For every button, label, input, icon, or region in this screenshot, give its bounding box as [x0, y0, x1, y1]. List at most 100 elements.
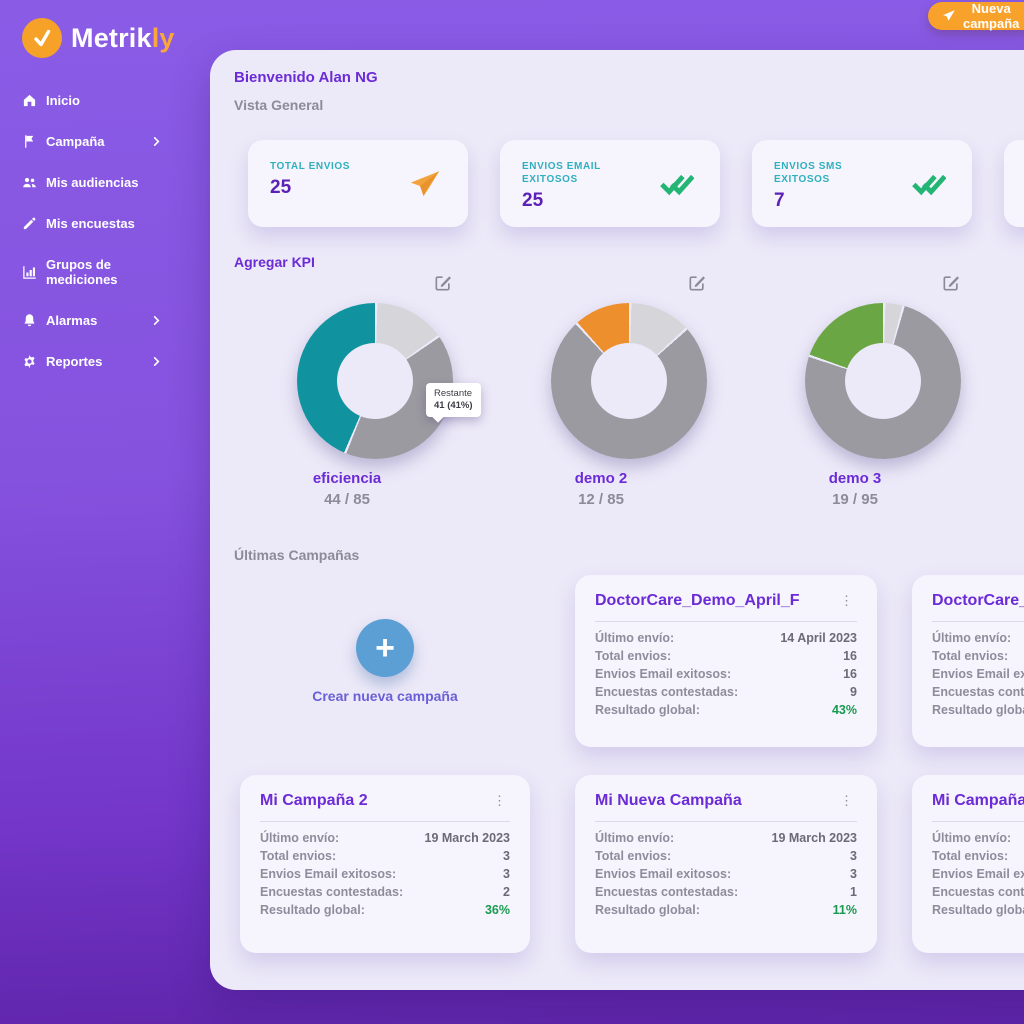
edit-kpi-icon[interactable]	[433, 273, 453, 293]
campaign-stat-label: Encuestas contestadas:	[595, 685, 739, 699]
chart-value: 44 / 85	[324, 491, 370, 508]
sidebar-item-reportes[interactable]: Reportes	[0, 341, 210, 382]
edit-kpi-icon[interactable]	[941, 273, 961, 293]
campaign-stat-label: Envios Email exitosos:	[595, 667, 732, 681]
campaign-stat-label: Último envío:	[932, 631, 1012, 645]
donut-chart[interactable]	[297, 303, 453, 459]
users-icon	[22, 175, 37, 190]
sidebar-item-alarmas[interactable]: Alarmas	[0, 300, 210, 341]
chart-title: eficiencia	[312, 470, 382, 487]
chart-caption: eficiencia 44 / 85	[269, 470, 425, 508]
campaign-result-value: 36%	[484, 903, 510, 917]
campaign-stat-label: Resultado global:	[595, 903, 700, 917]
sidebar-item-label: Alarmas	[46, 313, 98, 328]
divider	[595, 621, 857, 622]
kebab-menu-icon[interactable]: ⋮	[489, 792, 510, 810]
sidebar-item-label: Mis encuestas	[46, 216, 135, 231]
pencil-icon	[22, 216, 37, 231]
create-campaign-tile[interactable]: + Crear nueva campaña	[240, 575, 530, 747]
sidebar-item-mis-encuestas[interactable]: Mis encuestas	[0, 203, 210, 244]
campaign-stat-label: Total envios:	[595, 649, 672, 663]
tooltip-value: 41 (41%)	[434, 400, 473, 411]
brand-logo: Metrikly	[0, 0, 210, 58]
campaign-card: Mi Campaña ⋮ Último envío: Total envios:…	[912, 775, 1024, 953]
donut-chart[interactable]	[805, 303, 961, 459]
kpi-label: ENVIOS EMAIL EXITOSOS	[522, 161, 601, 185]
kpi-chart-demo-2: demo 2 12 / 85	[551, 276, 707, 508]
campaign-stat-value: 16	[843, 667, 857, 681]
campaign-stat-label: Resultado global:	[932, 903, 1024, 917]
welcome-heading: Bienvenido Alan NG	[234, 69, 378, 86]
campaign-stat-label: Último envío:	[595, 831, 675, 845]
double-check-icon	[912, 167, 946, 201]
main-panel: Bienvenido Alan NG Vista General TOTAL E…	[210, 50, 1024, 990]
kebab-menu-icon[interactable]: ⋮	[836, 792, 857, 810]
divider	[260, 821, 510, 822]
campaign-stat-label: Encuestas contestadas:	[595, 885, 739, 899]
paper-plane-icon	[408, 167, 442, 201]
campaign-stat-label: Resultado global:	[595, 703, 700, 717]
donut-chart[interactable]	[551, 303, 707, 459]
campaign-stat-label: Resultado global:	[932, 703, 1024, 717]
campaign-stat-value: 16	[843, 649, 857, 663]
chart-tooltip: Restante 41 (41%)	[426, 383, 481, 417]
chevron-right-icon	[151, 136, 162, 147]
campaign-stat-value: 3	[503, 849, 510, 863]
campaign-stat-label: Envios Email exitosos:	[932, 867, 1024, 881]
kpi-card-envios-email: ENVIOS EMAIL EXITOSOS 25	[500, 140, 720, 227]
plus-icon: +	[356, 618, 414, 677]
edit-kpi-icon[interactable]	[687, 273, 707, 293]
campaign-stat-value: 3	[850, 867, 857, 881]
flag-icon	[22, 134, 37, 149]
campaign-stat-value: 3	[850, 849, 857, 863]
kpi-card-envios-sms: ENVIOS SMS EXITOSOS 7	[752, 140, 972, 227]
campaign-stat-label: Encuestas contestadas:	[260, 885, 404, 899]
campaign-result-value: 43%	[831, 703, 857, 717]
kpi-chart-demo-3: demo 3 19 / 95	[805, 276, 961, 508]
campaign-card: DoctorCare_ ⋮ Último envío: Total envios…	[912, 575, 1024, 747]
brand-name: Metrikly	[71, 22, 175, 53]
campaign-title: DoctorCare_Demo_April_F	[595, 592, 800, 609]
bar-chart-icon	[22, 265, 37, 280]
campaign-stat-label: Encuestas contestadas:	[932, 685, 1024, 699]
sidebar-nav: Inicio Campaña Mis audiencias Mis encues…	[0, 80, 210, 382]
sidebar-item-campana[interactable]: Campaña	[0, 121, 210, 162]
campaign-stat-label: Total envios:	[260, 849, 337, 863]
kpi-label: TOTAL ENVIOS	[270, 161, 350, 172]
campaign-stat-label: Total envios:	[932, 849, 1009, 863]
campaign-title: DoctorCare_	[932, 592, 1024, 609]
campaign-stat-value: 14 April 2023	[780, 631, 857, 645]
page-subtitle: Vista General	[234, 97, 324, 113]
chart-caption: demo 2 12 / 85	[523, 470, 679, 508]
kpi-card-partial	[1004, 140, 1024, 227]
gear-icon	[22, 354, 37, 369]
tooltip-label: Restante	[434, 388, 473, 399]
section-title-ultimas-campanas: Últimas Campañas	[234, 547, 360, 563]
campaign-stat-value: 1	[850, 885, 857, 899]
sidebar-item-inicio[interactable]: Inicio	[0, 80, 210, 121]
kpi-chart-eficiencia: eficiencia 44 / 85	[297, 276, 453, 508]
divider	[595, 821, 857, 822]
kebab-menu-icon[interactable]: ⋮	[836, 592, 857, 610]
campaign-stat-label: Último envío:	[260, 831, 340, 845]
kpi-label: ENVIOS SMS EXITOSOS	[774, 161, 843, 185]
campaign-stat-label: Envios Email exitosos:	[260, 867, 397, 881]
campaign-stat-value: 19 March 2023	[771, 831, 857, 845]
section-title-agregar-kpi: Agregar KPI	[234, 254, 315, 270]
sidebar-item-grupos-de-mediciones[interactable]: Grupos de mediciones	[0, 244, 210, 300]
campaign-stat-value: 3	[503, 867, 510, 881]
chevron-right-icon	[151, 356, 162, 367]
chevron-right-icon	[151, 315, 162, 326]
campaign-stat-label: Envios Email exitosos:	[595, 867, 732, 881]
campaign-stat-value: 9	[850, 685, 857, 699]
new-campaign-button[interactable]: Nueva campaña	[928, 1, 1024, 31]
metrikly-logo-icon	[22, 18, 62, 58]
paper-plane-icon	[942, 9, 956, 23]
sidebar-item-label: Campaña	[46, 134, 105, 149]
campaign-card: Mi Nueva Campaña ⋮ Último envío: 19 March…	[575, 775, 877, 953]
campaign-stat-label: Último envío:	[595, 631, 675, 645]
sidebar-item-mis-audiencias[interactable]: Mis audiencias	[0, 162, 210, 203]
double-check-icon	[660, 167, 694, 201]
campaign-title: Mi Nueva Campaña	[595, 792, 742, 809]
home-icon	[22, 93, 37, 108]
